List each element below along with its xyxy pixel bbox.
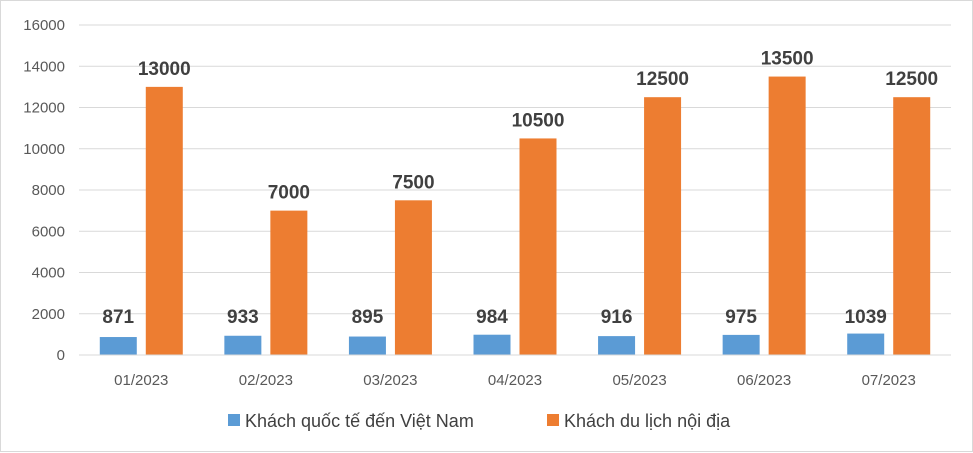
y-axis: 0 2000 4000 6000 8000 10000 12000 14000 16000 [23,17,65,364]
x-tick-label: 06/2023 [737,372,791,389]
data-label: 916 [601,307,633,328]
y-tick-label: 2000 [32,306,65,323]
x-tick-label: 04/2023 [488,372,542,389]
bar-international [224,335,262,355]
y-tick-label: 12000 [23,100,65,117]
bar-international [598,336,636,355]
y-tick-label: 16000 [23,17,65,34]
data-label: 12500 [636,69,689,90]
y-tick-label: 0 [57,347,65,364]
x-axis: 01/2023 02/2023 03/2023 04/2023 05/2023 06/20… [79,354,951,389]
gridlines [79,24,951,356]
data-label: 1039 [845,307,887,328]
bar-international [348,336,386,355]
bar-domestic [270,210,308,355]
data-label: 7000 [268,183,310,204]
data-label: 10500 [512,110,565,131]
x-tick-label: 03/2023 [363,372,417,389]
x-tick-label: 05/2023 [612,372,666,389]
y-tick-label: 4000 [32,265,65,282]
y-tick-label: 6000 [32,223,65,240]
y-tick-label: 10000 [23,141,65,158]
bars [99,76,931,355]
data-label: 7500 [392,172,434,193]
bar-international [473,334,511,355]
data-label: 871 [102,307,134,328]
bar-international [722,334,760,355]
bar-domestic [893,97,931,355]
x-tick-label: 02/2023 [239,372,293,389]
data-label: 12500 [885,69,938,90]
data-label: 13000 [138,59,191,80]
data-label: 933 [227,307,259,328]
bar-domestic [644,97,682,355]
y-tick-label: 8000 [32,182,65,199]
data-label: 13500 [761,49,814,70]
x-tick-label: 01/2023 [114,372,168,389]
legend: Khách quốc tế đến Việt Nam Khách du lịch … [228,411,731,431]
bar-international [847,333,885,355]
bar-domestic [519,138,557,355]
bar-domestic [145,86,183,355]
legend-swatch [228,414,240,426]
data-labels: 871 13000 933 7000 895 7500 984 10500 916 12500 97… [102,49,938,328]
legend-label: Khách quốc tế đến Việt Nam [245,411,474,431]
y-tick-label: 14000 [23,58,65,75]
data-label: 984 [476,307,508,328]
legend-label: Khách du lịch nội địa [564,411,731,431]
bar-domestic [768,76,806,355]
x-tick-label: 07/2023 [862,372,916,389]
data-label: 975 [725,307,757,328]
bar-international [99,337,137,355]
bar-domestic [394,200,432,355]
data-label: 895 [352,307,384,328]
legend-swatch [547,414,559,426]
